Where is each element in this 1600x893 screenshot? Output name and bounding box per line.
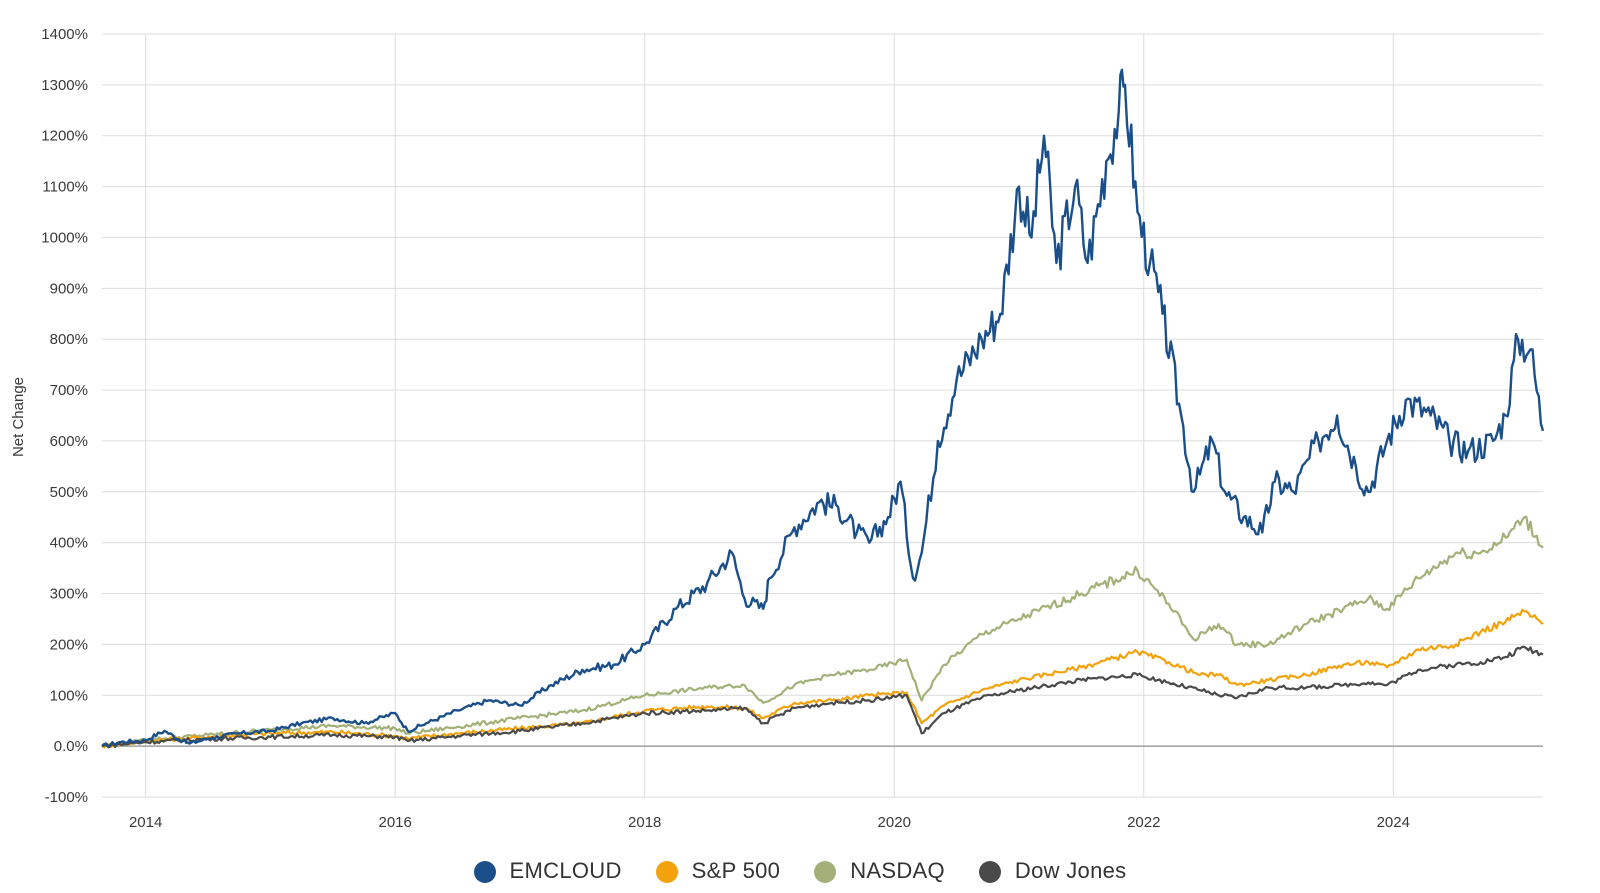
y-tick-label: 700% bbox=[50, 382, 88, 399]
legend-dot-nasdaq bbox=[814, 861, 837, 883]
x-gridlines bbox=[145, 34, 1394, 797]
series-line-dow-jones bbox=[101, 645, 1544, 749]
x-tick-label: 2014 bbox=[129, 814, 162, 831]
line-chart: -100% 0.0% 100% 200% 300% 400% 500% 600% 700% 800… bbox=[10, 26, 1545, 831]
y-tick-label: 1400% bbox=[41, 26, 88, 43]
legend-item-dow-jones[interactable]: Dow Jones bbox=[978, 858, 1127, 884]
y-axis-label: Net Change bbox=[10, 377, 27, 457]
y-tick-label: -100% bbox=[45, 789, 88, 806]
series-line-s-p-500 bbox=[101, 608, 1544, 749]
series-lines bbox=[101, 68, 1545, 749]
y-axis-ticks: -100% 0.0% 100% 200% 300% 400% 500% 600% 700% 800… bbox=[41, 26, 88, 806]
y-tick-label: 0.0% bbox=[54, 738, 88, 755]
y-tick-label: 1100% bbox=[42, 179, 88, 196]
y-gridlines bbox=[102, 33, 1543, 798]
y-tick-label: 100% bbox=[50, 687, 88, 704]
series-line-emcloud bbox=[101, 68, 1545, 748]
y-tick-label: 400% bbox=[50, 535, 88, 552]
legend-item-sp500[interactable]: S&P 500 bbox=[655, 858, 781, 884]
series-line-nasdaq bbox=[101, 515, 1544, 748]
y-tick-label: 200% bbox=[50, 636, 88, 653]
y-tick-label: 1200% bbox=[41, 128, 88, 145]
legend-dot-sp500 bbox=[655, 861, 678, 883]
x-tick-label: 2016 bbox=[379, 814, 412, 831]
legend-item-emcloud[interactable]: EMCLOUD bbox=[473, 858, 622, 884]
legend-label-nasdaq: NASDAQ bbox=[850, 858, 945, 883]
legend-label-emcloud: EMCLOUD bbox=[509, 858, 622, 883]
legend-label-sp500: S&P 500 bbox=[691, 858, 781, 883]
legend-item-nasdaq[interactable]: NASDAQ bbox=[814, 858, 945, 884]
legend-dot-emcloud bbox=[473, 861, 496, 883]
legend-label-dow-jones: Dow Jones bbox=[1014, 858, 1127, 883]
x-tick-label: 2018 bbox=[628, 814, 661, 831]
legend-dot-dow-jones bbox=[978, 861, 1001, 883]
y-tick-label: 1300% bbox=[41, 77, 88, 94]
y-tick-label: 500% bbox=[50, 484, 88, 501]
x-tick-label: 2024 bbox=[1377, 814, 1410, 831]
y-tick-label: 300% bbox=[50, 586, 88, 603]
y-tick-label: 800% bbox=[50, 331, 88, 348]
x-tick-label: 2020 bbox=[878, 814, 911, 831]
x-tick-label: 2022 bbox=[1127, 814, 1160, 831]
x-axis-ticks: 2014 2016 2018 2020 2022 2024 bbox=[129, 814, 1410, 831]
y-tick-label: 900% bbox=[50, 280, 88, 297]
y-tick-label: 600% bbox=[50, 433, 88, 450]
legend: EMCLOUD S&P 500 NASDAQ Dow Jones bbox=[0, 858, 1600, 893]
y-tick-label: 1000% bbox=[41, 229, 88, 246]
